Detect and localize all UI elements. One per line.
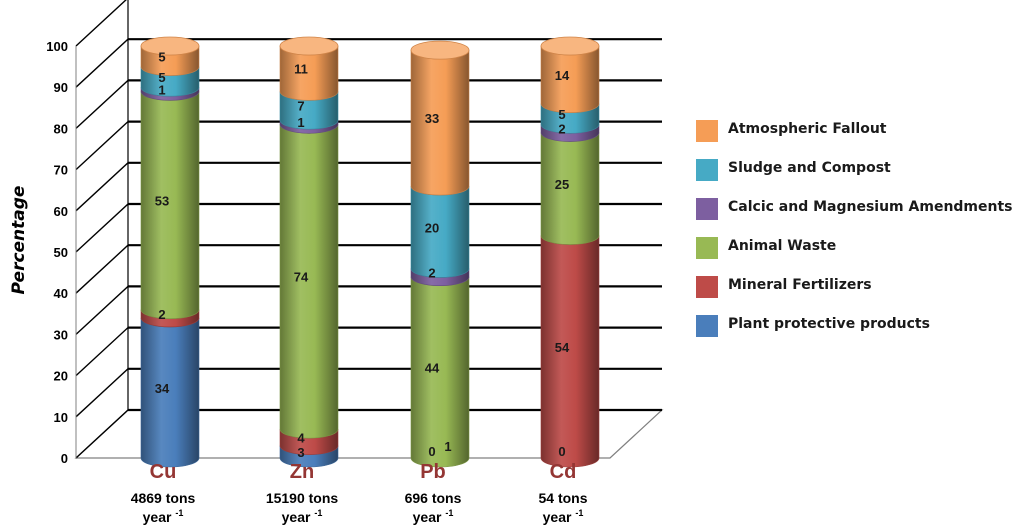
- y-axis-title: Percentage: [4, 180, 34, 300]
- unit-superscript: -1: [175, 508, 183, 518]
- legend-label: Sludge and Compost: [728, 160, 891, 176]
- legend-label: Mineral Fertilizers: [728, 277, 872, 293]
- legend-label: Animal Waste: [728, 238, 837, 254]
- gridline-side: [75, 79, 129, 129]
- x-tick-label: Cd: [550, 461, 577, 483]
- data-label: 3: [297, 445, 304, 460]
- y-tick-label: 20: [54, 369, 68, 384]
- gridline-side: [75, 285, 129, 335]
- bar-stack-zn: [279, 36, 339, 468]
- y-tick-label: 90: [54, 80, 68, 95]
- legend-label: Plant protective products: [728, 316, 930, 332]
- data-label: 5: [558, 107, 565, 122]
- y-tick-label: 100: [46, 39, 68, 54]
- data-label: 53: [155, 194, 169, 209]
- y-tick-label: 70: [54, 163, 68, 178]
- category-production-amount: 54 tons: [538, 490, 587, 506]
- y-axis-title-text: Percentage: [9, 185, 29, 295]
- y-tick-label: 10: [54, 410, 68, 425]
- category-production-amount: 15190 tons: [266, 490, 339, 506]
- y-tick-label: 80: [54, 121, 68, 136]
- data-label: 0: [558, 444, 565, 459]
- legend-label: Atmospheric Fallout: [728, 121, 887, 137]
- data-label: 33: [425, 111, 439, 126]
- gridline-side: [75, 203, 129, 253]
- data-label: 34: [155, 381, 170, 396]
- bar-segment: [410, 50, 470, 196]
- gridline-side: [75, 162, 129, 212]
- y-tick-label: 50: [54, 245, 68, 260]
- gridline-side: [75, 327, 129, 377]
- bar-top-cap: [410, 40, 470, 60]
- bar-segment: [540, 45, 600, 113]
- bar-segment: [140, 91, 200, 319]
- bar-segment: [140, 317, 200, 468]
- bar-stack-cd: [540, 36, 600, 468]
- unit-superscript: -1: [445, 508, 453, 518]
- gridline-side: [75, 38, 129, 88]
- legend-swatch: [696, 237, 718, 259]
- category-production-unit: year -1: [543, 508, 584, 525]
- gridline-side: [75, 0, 127, 47]
- bar-top-cap: [279, 36, 339, 56]
- data-label: 2: [558, 121, 565, 136]
- bar-top-cap: [140, 36, 200, 56]
- legend-swatch: [696, 120, 718, 142]
- bar-segment: [410, 186, 470, 278]
- data-label: 2: [158, 307, 165, 322]
- data-label: 4: [297, 430, 305, 445]
- data-label: 1: [297, 115, 304, 130]
- x-tick-label: Zn: [290, 461, 314, 483]
- legend-label: Calcic and Magnesium Amendments: [728, 199, 1013, 215]
- category-production-unit: year -1: [143, 508, 184, 525]
- data-label: 2: [428, 266, 435, 281]
- y-tick-label: 40: [54, 286, 68, 301]
- gridline-side: [75, 409, 129, 459]
- bar-segment: [410, 276, 470, 468]
- bar-stack-cu: [140, 36, 200, 468]
- data-label: 5: [158, 49, 165, 64]
- data-label: 0: [428, 444, 435, 459]
- data-label: 25: [555, 177, 569, 192]
- x-tick-label: Cu: [150, 461, 177, 483]
- legend-swatch: [696, 276, 718, 298]
- bar-segment: [279, 124, 339, 439]
- y-tick-label: 0: [61, 451, 68, 466]
- legend-swatch: [696, 315, 718, 337]
- category-production-amount: 4869 tons: [131, 490, 196, 506]
- category-production-unit: year -1: [282, 508, 323, 525]
- y-tick-label: 60: [54, 204, 68, 219]
- unit-superscript: -1: [314, 508, 322, 518]
- legend-swatch: [696, 198, 718, 220]
- data-label: 54: [555, 340, 570, 355]
- chart-bars: [140, 36, 600, 468]
- data-label: 1: [444, 439, 451, 454]
- gridline-side: [75, 368, 129, 418]
- x-tick-label: Pb: [420, 461, 446, 483]
- data-label: 14: [555, 68, 570, 83]
- bar-segment: [540, 132, 600, 245]
- data-label: 1: [158, 82, 165, 97]
- gridline-side: [75, 121, 129, 171]
- data-label: 20: [425, 220, 439, 235]
- y-tick-label: 30: [54, 327, 68, 342]
- bar-top-cap: [540, 36, 600, 56]
- data-label: 11: [294, 62, 308, 77]
- category-production-amount: 696 tons: [405, 490, 462, 506]
- data-label: 44: [425, 360, 440, 375]
- legend-swatch: [696, 159, 718, 181]
- data-label: 74: [294, 270, 309, 285]
- data-label: 7: [297, 99, 304, 114]
- bar-segment: [540, 235, 600, 468]
- category-production-unit: year -1: [413, 508, 454, 525]
- unit-superscript: -1: [575, 508, 583, 518]
- gridline-side: [75, 244, 129, 294]
- bar-stack-pb: [410, 40, 470, 468]
- data-label: 5: [158, 70, 165, 85]
